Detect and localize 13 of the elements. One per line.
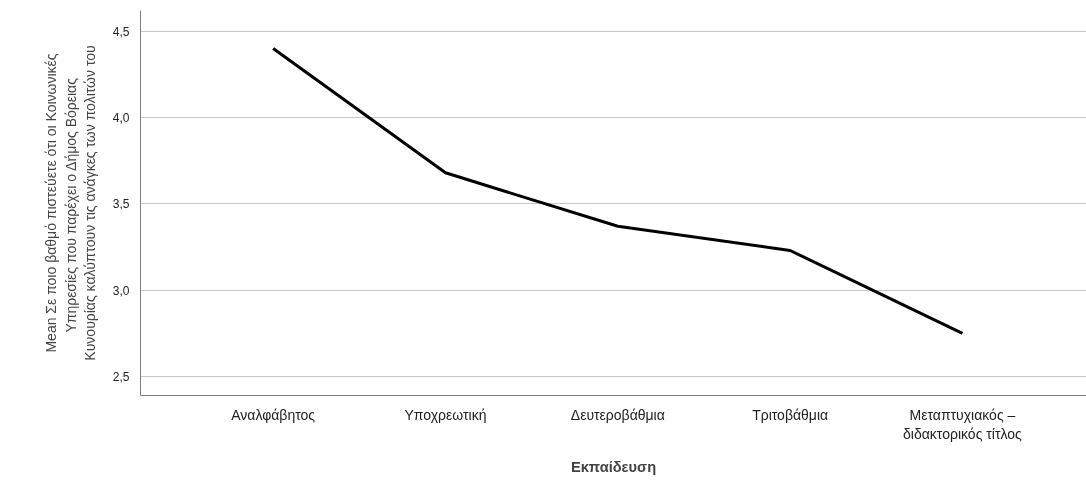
x-tick-label: Υποχρεωτική: [404, 406, 487, 423]
y-axis-title: Mean Σε ποιο βαθμό πιστεύετε ότι οι Κοινωνικές Υπηρεσίες που παρέχει ο Δήμος Βόρειας Κυνουρίας καλύπτουν τις ανάγκες των πολιτών του: [43, 45, 98, 361]
x-tick-label: Δευτεροβάθμια: [570, 406, 665, 423]
x-tick-label: Αναλφάβητος: [231, 406, 316, 423]
x-tick-label: Μεταπτυχιακός – διδακτορικός τίτλος: [903, 406, 1023, 442]
y-tick-label: 4,5: [112, 24, 130, 39]
line-series: [271, 46, 964, 335]
x-axis-title: Εκπαίδευση: [570, 458, 657, 475]
y-tick-label: 2,5: [112, 370, 130, 385]
y-tick-label: 4,0: [112, 111, 130, 126]
x-tick-label: Τριτοβάθμια: [752, 406, 829, 423]
y-tick-label: 3,5: [112, 197, 130, 212]
y-tick-label: 3,0: [112, 283, 130, 298]
